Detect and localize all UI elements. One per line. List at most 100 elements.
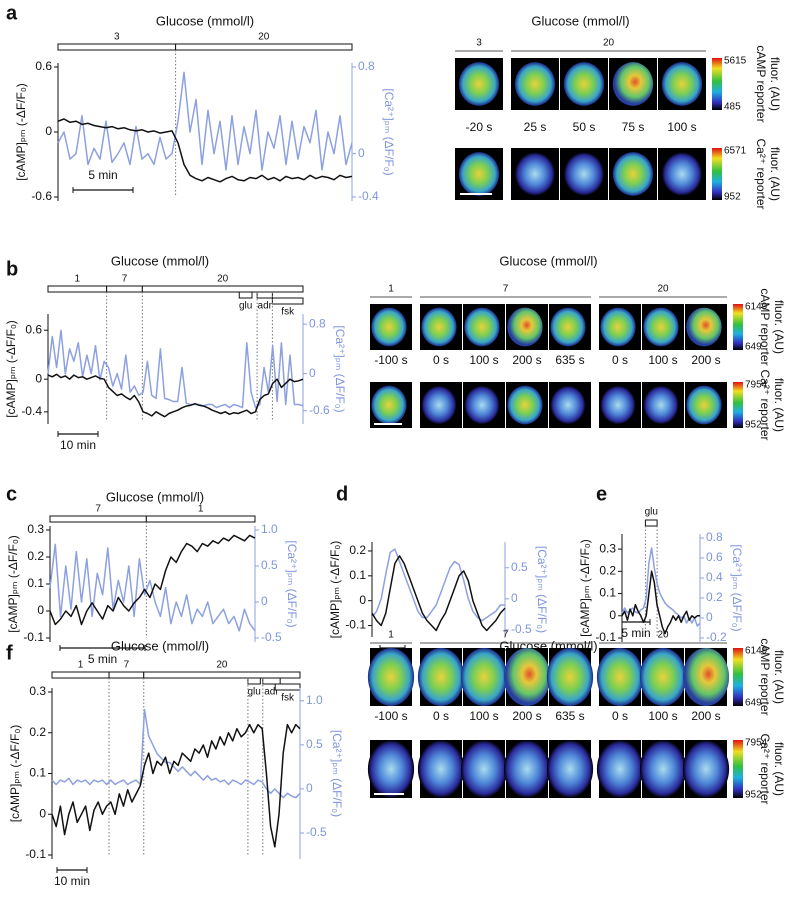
y-axis-label: [cAMP]ₚₘ (-ΔF/F₀) xyxy=(328,541,342,639)
colorbar xyxy=(712,148,722,200)
stimulus-label: glu xyxy=(247,687,260,698)
colorbar-label: Ca²⁺ reporter xyxy=(758,369,772,440)
cell-image xyxy=(682,648,730,706)
trace xyxy=(47,373,304,418)
stimulus-label: 3 xyxy=(114,32,120,43)
y-tick-label: -0.1 xyxy=(595,630,616,644)
colorbar-max: 5615 xyxy=(724,56,747,67)
y2-tick-label: 0.6 xyxy=(706,550,723,564)
stimulus-bar xyxy=(271,297,304,305)
cell-image xyxy=(661,62,703,106)
colorbar-min: 649 xyxy=(745,342,762,353)
y2-tick-label: 0.5 xyxy=(306,737,323,751)
group-label: 7 xyxy=(503,284,509,295)
cell-image xyxy=(507,385,543,425)
colorbar-min: 952 xyxy=(745,790,762,801)
colorbar-label: fluor. (AU) xyxy=(768,147,782,201)
stimulus-label: glu xyxy=(239,301,252,312)
group-label: 20 xyxy=(657,630,669,641)
time-label: 75 s xyxy=(622,120,645,134)
group-label: 3 xyxy=(476,38,482,49)
trace xyxy=(49,543,256,632)
colorbar-max: 6149 xyxy=(745,646,768,657)
y2-axis-label: [Ca²⁺]ₚₘ (ΔF/F₀) xyxy=(285,540,299,627)
cell-image xyxy=(421,307,457,347)
colorbar-label: fluor. (AU) xyxy=(772,300,786,354)
cell-image xyxy=(639,740,687,798)
colorbar-min: 952 xyxy=(745,420,762,431)
y2-axis-label: [Ca²⁺]ₚₘ (ΔF/F₀) xyxy=(730,544,744,631)
trace xyxy=(371,548,505,622)
colorbar-label: fluor. (AU) xyxy=(772,378,786,432)
time-scale-label: 5 min xyxy=(88,652,117,666)
panel-letter: b xyxy=(6,258,18,280)
colorbar-label: cAMP reporter xyxy=(754,45,768,122)
y-tick-label: -0.1 xyxy=(345,618,366,632)
trace xyxy=(371,555,506,632)
colorbar-max: 6149 xyxy=(745,302,768,313)
y2-axis-label: [Ca²⁺]ₚₘ (ΔF/F₀) xyxy=(330,730,344,817)
time-label: 635 s xyxy=(555,709,584,723)
chart-title: Glucose (mmol/l) xyxy=(111,638,209,653)
y-tick-label: 0 xyxy=(359,593,366,607)
cell-image xyxy=(460,648,508,706)
cell-image xyxy=(458,152,500,196)
stimulus-label: 7 xyxy=(122,274,128,285)
colorbar xyxy=(733,382,743,428)
cell-image xyxy=(464,385,500,425)
chart-title: Glucose (mmol/l) xyxy=(106,489,204,504)
colorbar-min: 952 xyxy=(724,192,741,203)
colorbar xyxy=(733,648,743,706)
y2-tick-label: 0.2 xyxy=(706,590,723,604)
panel-letter: f xyxy=(6,642,13,664)
trace xyxy=(49,534,256,626)
y2-tick-label: -0.5 xyxy=(511,622,532,636)
y2-tick-label: 1.0 xyxy=(306,693,323,707)
time-label: -100 s xyxy=(374,353,407,367)
panel-letter: e xyxy=(596,483,607,505)
cell-image xyxy=(367,740,415,798)
time-label: 200 s xyxy=(691,709,720,723)
y-tick-label: 0 xyxy=(609,608,616,622)
cell-image xyxy=(600,307,636,347)
y-tick-label: 0.1 xyxy=(349,568,366,582)
trace xyxy=(51,723,301,848)
y2-tick-label: 0 xyxy=(309,366,316,380)
y2-tick-label: -0.6 xyxy=(309,403,330,417)
image-title: Glucose (mmol/l) xyxy=(499,253,597,268)
colorbar-max: 7954 xyxy=(745,738,768,749)
stimulus-bar xyxy=(49,515,147,523)
colorbar-label: fluor. (AU) xyxy=(772,650,786,704)
time-label: 635 s xyxy=(555,353,584,367)
time-scale-label: 5 min xyxy=(88,168,117,182)
colorbar-max: 6571 xyxy=(724,146,747,157)
y2-axis-label: [Ca²⁺]ₚₘ (ΔF/F₀) xyxy=(535,546,549,633)
group-label: 7 xyxy=(503,630,509,641)
panel-letter: c xyxy=(6,483,17,505)
cell-image xyxy=(643,385,679,425)
stimulus-label: 1 xyxy=(75,274,81,285)
stimulus-label: adr xyxy=(258,301,273,312)
cell-image xyxy=(596,648,644,706)
y2-tick-label: 0 xyxy=(261,594,268,608)
cell-image xyxy=(550,385,586,425)
cell-image xyxy=(503,740,551,798)
cell-image xyxy=(371,307,407,347)
stimulus-bar xyxy=(108,671,145,679)
trace xyxy=(57,71,353,171)
chart-title: Glucose (mmol/l) xyxy=(111,253,209,268)
y-tick-label: -0.6 xyxy=(31,189,52,203)
y-tick-label: 0.6 xyxy=(25,322,42,336)
stimulus-bar xyxy=(106,285,143,293)
y2-axis-label: [Ca²⁺]ₚₘ (ΔF/F₀) xyxy=(382,88,396,175)
y2-tick-label: 0.5 xyxy=(511,560,528,574)
group-label: 20 xyxy=(603,38,615,49)
cell-image xyxy=(464,307,500,347)
cell-image xyxy=(371,385,407,425)
y2-tick-label: -0.4 xyxy=(358,189,379,203)
y2-tick-label: 0.8 xyxy=(309,316,326,330)
time-scale-label: 10 min xyxy=(54,874,90,888)
y-axis-label: [cAMP]ₚₘ (-ΔF/F₀) xyxy=(578,539,592,637)
